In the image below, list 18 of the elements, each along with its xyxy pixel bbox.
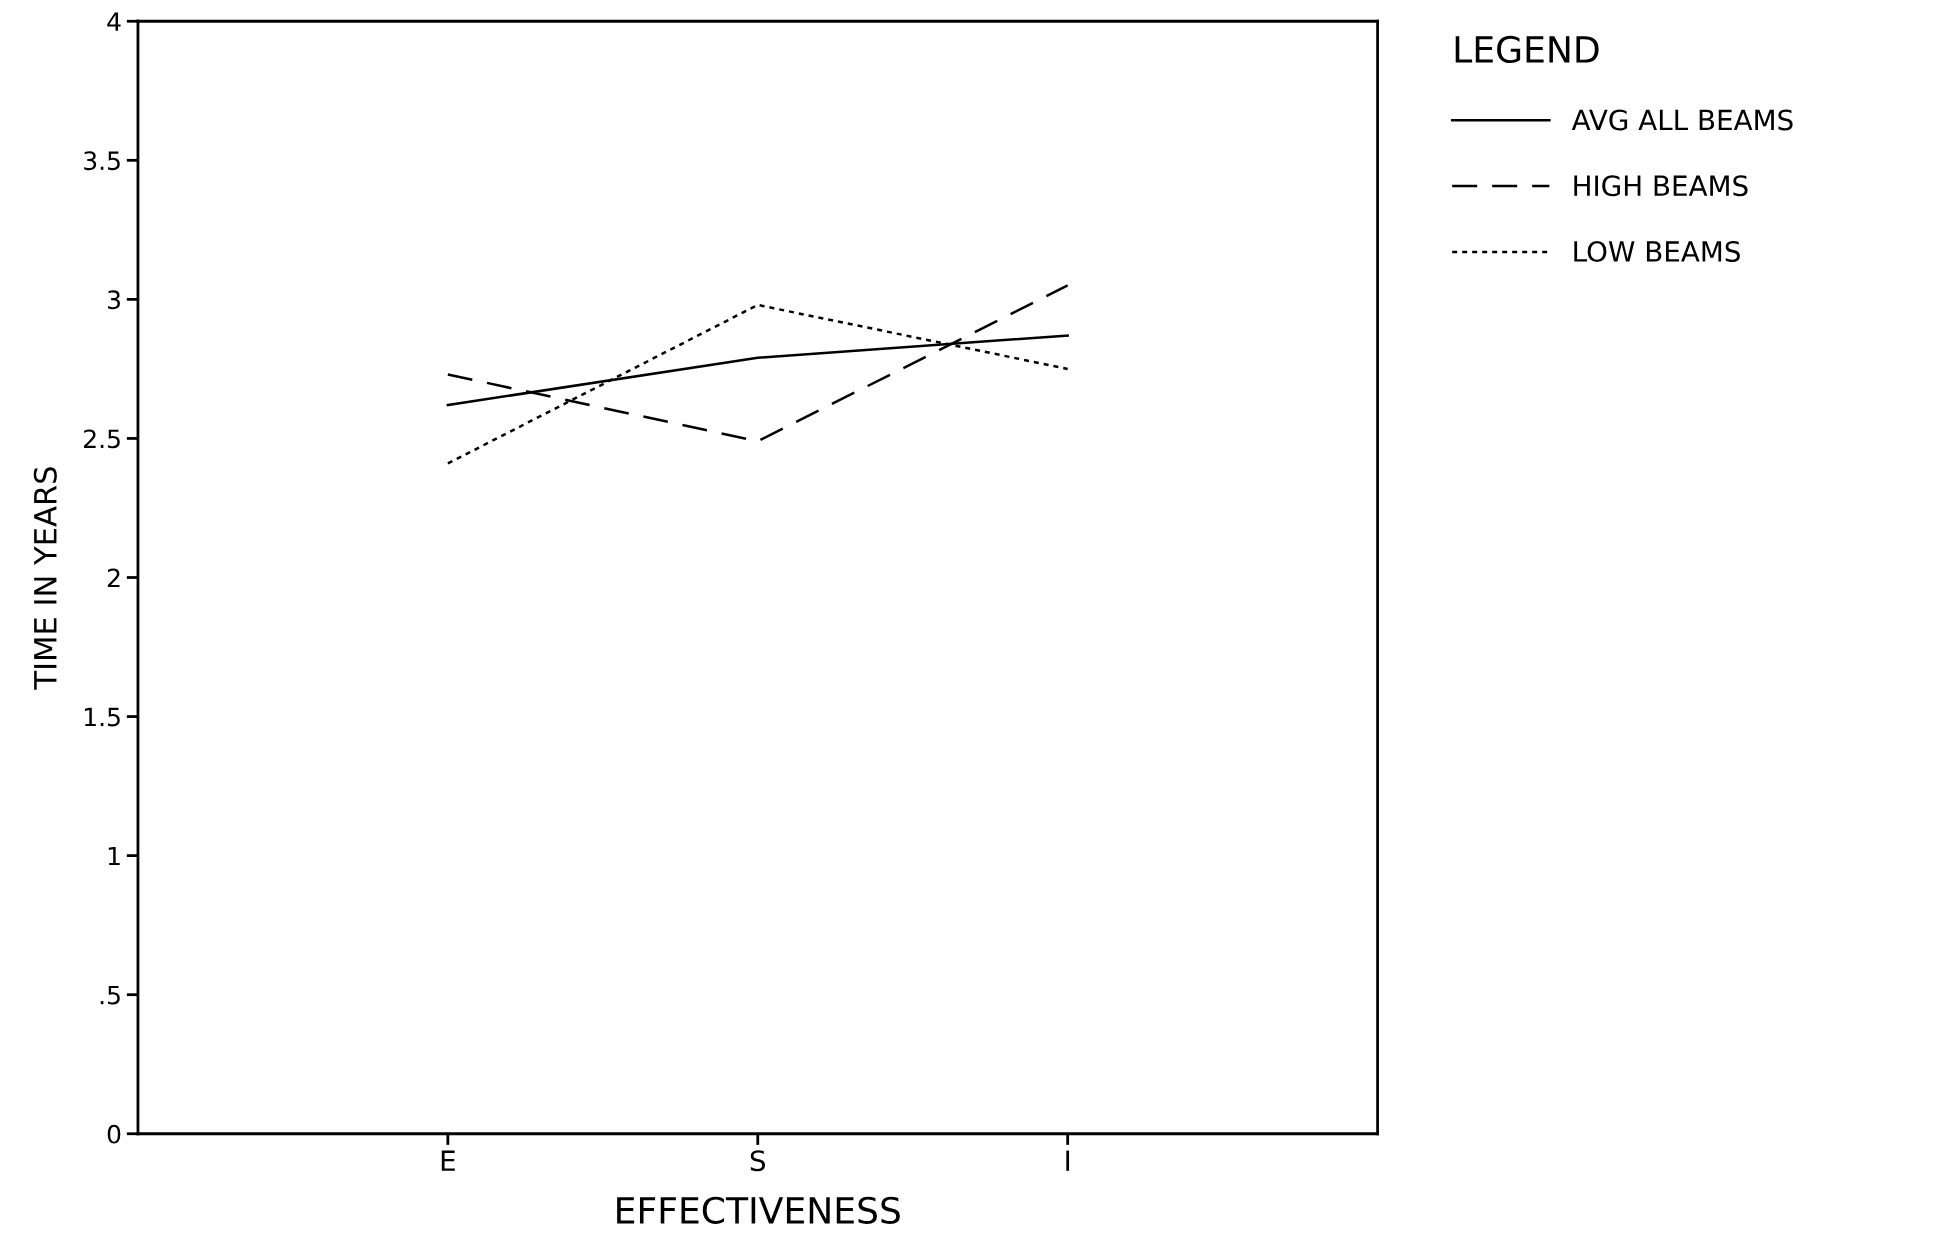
legend-label: LOW BEAMS [1574,241,1740,263]
x-tick-label: E [441,1150,455,1171]
x-axis-title: EFFECTIVENESS [617,1196,900,1224]
y-tick-label: 1.5 [84,707,120,727]
x-tick-label: S [750,1150,766,1172]
y-tick-label: 3 [107,290,120,310]
legend-label: HIGH BEAMS [1574,175,1748,197]
y-tick-label: 2 [107,568,120,587]
y-tick-label: 4 [107,12,121,31]
y-tick-label: 3.5 [84,151,120,171]
legend-label: AVG ALL BEAMS [1571,109,1793,131]
y-tick-label: .5 [100,985,120,1005]
y-tick-label: 2.5 [84,429,120,449]
y-tick-label: 0 [107,1124,121,1144]
legend-title: LEGEND [1455,35,1599,64]
y-axis-title: TIME IN YEARS [33,467,57,690]
y-tick-label: 1 [108,846,120,866]
x-tick-label: I [1066,1150,1070,1171]
